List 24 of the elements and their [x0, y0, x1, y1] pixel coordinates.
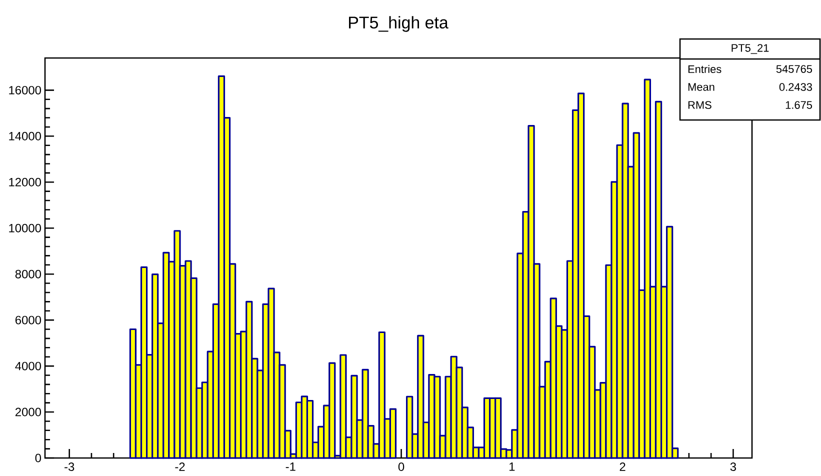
- x-tick-label: -1: [286, 462, 296, 471]
- y-tick-label: 6000: [15, 316, 42, 324]
- chart-title: PT5_high eta: [349, 16, 448, 32]
- text: PT5_21: [732, 44, 769, 54]
- y-tick-label: 10000: [9, 224, 42, 232]
- x-tick-label: 2: [620, 462, 626, 471]
- y-tick-label: 2000: [15, 408, 42, 416]
- text: 0.2433: [779, 83, 812, 91]
- y-tick-label: 16000: [9, 86, 42, 94]
- x-tick-label: 0: [398, 462, 404, 471]
- text: 1.675: [786, 101, 812, 109]
- annotation: Mean: [688, 83, 714, 91]
- annotation: Entries: [688, 64, 722, 74]
- annotation: RMS: [688, 101, 712, 109]
- x-tick-label: -3: [64, 462, 74, 471]
- y-tick-label: 12000: [9, 178, 42, 186]
- text: 545765: [776, 65, 812, 73]
- x-tick-label: -2: [175, 462, 185, 471]
- y-tick-label: 0: [35, 454, 42, 462]
- x-tick-label: 3: [730, 462, 736, 471]
- y-tick-label: 8000: [15, 270, 42, 278]
- y-tick-label: 4000: [15, 362, 42, 370]
- x-tick-label: 1: [509, 462, 515, 471]
- y-tick-label: 14000: [9, 132, 42, 140]
